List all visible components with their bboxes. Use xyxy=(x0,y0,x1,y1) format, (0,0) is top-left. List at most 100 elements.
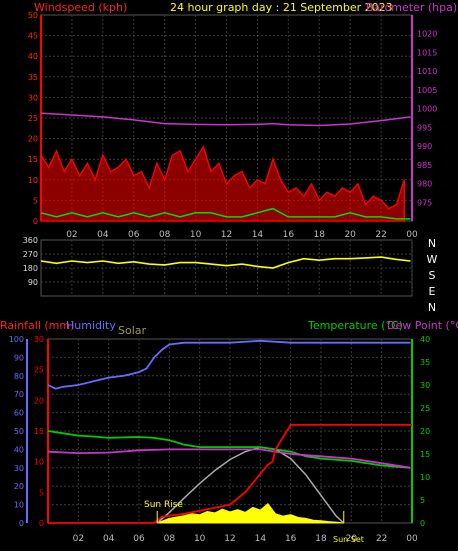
x-tick-label: 12 xyxy=(221,230,232,240)
temperature-tick-label: 35 xyxy=(420,358,430,367)
windspeed-line xyxy=(40,145,405,222)
temperature-tick-label: 0 xyxy=(420,519,425,528)
x-tick-label: 10 xyxy=(190,230,202,240)
humidity-tick-label: 90 xyxy=(14,353,24,362)
temperature-line xyxy=(47,430,411,469)
barometer-tick-label: 985 xyxy=(417,161,432,170)
humidity-tick-label: 10 xyxy=(14,501,24,510)
direction-tick-label: 180 xyxy=(23,264,38,273)
barometer-tick-label: 1010 xyxy=(417,67,437,76)
x-tick-label: 08 xyxy=(164,534,176,544)
solar-axis-label: Solar xyxy=(118,324,147,337)
x-tick-label: 20 xyxy=(344,230,356,240)
x-tick-label: 16 xyxy=(285,534,297,544)
sunset-label: Sun Set xyxy=(333,535,364,544)
humidity-tick-label: 60 xyxy=(14,409,24,418)
temperature-tick-label: 40 xyxy=(420,335,430,344)
rain-tick-label: 10 xyxy=(34,458,44,467)
direction-tick-label: 270 xyxy=(23,250,38,259)
solar-area xyxy=(157,502,344,524)
barometer-axis-label: Barometer (hpa) xyxy=(366,1,457,14)
windspeed-tick-label: 50 xyxy=(28,11,38,20)
windspeed-tick-label: 25 xyxy=(28,114,38,123)
x-tick-label: 18 xyxy=(315,534,327,544)
x-tick-label: 16 xyxy=(283,230,295,240)
compass-label: E xyxy=(429,285,436,298)
barometer-tick-label: 1015 xyxy=(417,48,437,57)
temperature-axis-label: Temperature (°C) xyxy=(307,319,403,332)
x-tick-label: 06 xyxy=(133,534,145,544)
barometer-tick-label: 980 xyxy=(417,180,432,189)
windspeed-tick-label: 20 xyxy=(28,135,38,144)
x-tick-label: 06 xyxy=(128,230,140,240)
dewpoint-axis-label: Dew Point (°C) xyxy=(387,319,458,332)
x-tick-label: 20 xyxy=(346,534,358,544)
dewpoint-line xyxy=(47,448,411,469)
sunrise-label: Sun Rise xyxy=(144,500,183,510)
humidity-tick-label: 30 xyxy=(14,464,24,473)
barometer-tick-label: 990 xyxy=(417,142,432,151)
x-tick-label: 08 xyxy=(159,230,171,240)
x-tick-label: 00 xyxy=(406,534,418,544)
x-tick-label: 14 xyxy=(252,230,264,240)
x-tick-label: 22 xyxy=(376,534,387,544)
windspeed-tick-label: 45 xyxy=(28,32,38,41)
temperature-tick-label: 25 xyxy=(420,404,430,413)
direction-tick-label: 90 xyxy=(28,278,38,287)
x-tick-label: 22 xyxy=(375,230,386,240)
humidity-tick-label: 40 xyxy=(14,445,24,454)
x-tick-label: 18 xyxy=(314,230,326,240)
rain-tick-label: 20 xyxy=(34,396,44,405)
humidity-tick-label: 0 xyxy=(19,519,24,528)
humidity-tick-label: 80 xyxy=(14,372,24,381)
windspeed-tick-label: 30 xyxy=(28,93,38,102)
rain-tick-label: 30 xyxy=(34,335,44,344)
barometer-tick-label: 1000 xyxy=(417,105,437,114)
temperature-tick-label: 10 xyxy=(420,473,430,482)
x-tick-label: 14 xyxy=(255,534,267,544)
data-layer xyxy=(40,112,412,524)
barometer-tick-label: 975 xyxy=(417,198,432,207)
compass-label: N xyxy=(428,237,436,250)
barometer-tick-label: 995 xyxy=(417,123,432,132)
humidity-tick-label: 100 xyxy=(9,335,24,344)
rainfall-line xyxy=(48,424,412,524)
windspeed-tick-label: 35 xyxy=(28,73,38,82)
windspeed-axis-label: Windspeed (kph) xyxy=(34,1,127,14)
compass-label: S xyxy=(429,269,436,282)
humidity-tick-label: 20 xyxy=(14,482,24,491)
barometer-tick-label: 1005 xyxy=(417,86,437,95)
rain-tick-label: 15 xyxy=(34,427,44,436)
temperature-tick-label: 5 xyxy=(420,496,425,505)
wind-direction-line xyxy=(40,256,411,269)
windspeed-tick-label: 15 xyxy=(28,155,38,164)
temperature-tick-label: 15 xyxy=(420,450,430,459)
compass-label: W xyxy=(427,253,438,266)
rain-tick-label: 0 xyxy=(39,519,44,528)
x-tick-label: 00 xyxy=(406,230,418,240)
humidity-axis-label: Humidity xyxy=(66,319,116,332)
direction-tick-label: 360 xyxy=(23,236,38,245)
windspeed-tick-label: 5 xyxy=(33,196,38,205)
tick-layer: 0510152025303540455097598098599099510001… xyxy=(9,11,438,544)
rainfall-axis-label: Rainfall (mm) xyxy=(0,319,74,332)
x-tick-label: 02 xyxy=(66,230,77,240)
average-wind-line xyxy=(40,207,411,220)
x-tick-label: 10 xyxy=(194,534,206,544)
x-tick-label: 02 xyxy=(73,534,84,544)
x-tick-label: 04 xyxy=(97,230,109,240)
humidity-tick-label: 70 xyxy=(14,390,24,399)
humidity-tick-label: 50 xyxy=(14,427,24,436)
rain-tick-label: 25 xyxy=(34,366,44,375)
humidity-line xyxy=(47,339,411,390)
rain-tick-label: 5 xyxy=(39,488,44,497)
x-tick-label: 12 xyxy=(224,534,235,544)
barometer-tick-label: 1020 xyxy=(417,30,437,39)
windspeed-tick-label: 40 xyxy=(28,52,38,61)
compass-label: N xyxy=(428,301,436,314)
graph-title: 24 hour graph day : 21 September 2023 xyxy=(170,1,393,14)
x-tick-label: 04 xyxy=(103,534,115,544)
temperature-tick-label: 30 xyxy=(420,381,430,390)
